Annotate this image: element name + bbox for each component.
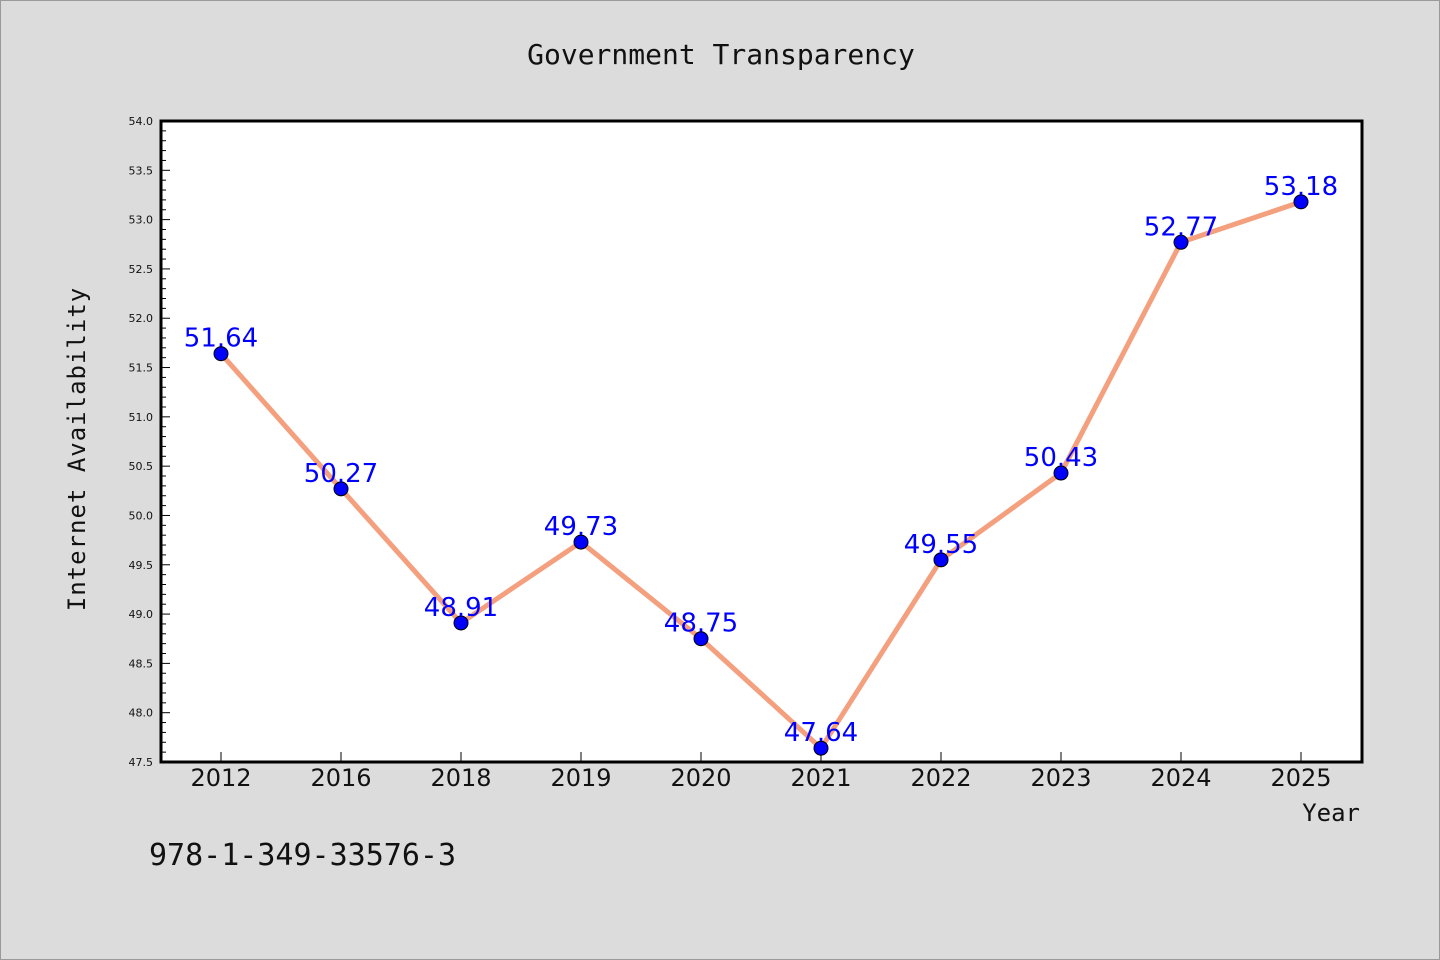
x-tick-label: 2018 — [430, 764, 491, 792]
data-point — [693, 631, 709, 647]
data-point — [813, 740, 829, 756]
chart-title: Government Transparency — [527, 38, 915, 71]
data-point — [1293, 194, 1309, 210]
x-tick-label: 2022 — [910, 764, 971, 792]
data-label: 52.77 — [1144, 212, 1218, 242]
y-tick-label: 51.0 — [129, 411, 154, 424]
data-label: 48.91 — [424, 593, 498, 623]
y-tick-label: 49.5 — [129, 559, 154, 572]
y-tick-label: 49.0 — [129, 608, 154, 621]
x-axis-label: Year — [1302, 799, 1360, 827]
data-label: 48.75 — [664, 609, 738, 639]
y-tick-label: 50.0 — [129, 509, 154, 522]
data-label: 53.18 — [1264, 172, 1338, 202]
data-point — [333, 481, 349, 497]
series-line — [219, 199, 1302, 751]
x-tick-label: 2020 — [670, 764, 731, 792]
y-tick-label: 53.5 — [129, 164, 154, 177]
data-point — [1053, 465, 1069, 481]
y-tick-label: 53.0 — [129, 214, 154, 227]
data-point — [933, 552, 949, 568]
x-tick-label: 2025 — [1270, 764, 1331, 792]
x-tick-label: 2019 — [550, 764, 611, 792]
data-label: 50.27 — [304, 459, 378, 489]
y-tick-label: 48.5 — [129, 657, 154, 670]
y-tick-label: 48.0 — [129, 707, 154, 720]
y-tick-label: 47.5 — [129, 756, 154, 769]
data-point — [213, 346, 229, 362]
y-axis: 47.5 48.0 48.5 49.0 49.5 50.0 50.5 51.0 51.5 52.0… — [129, 115, 170, 769]
x-axis: 2012 2016 2018 2019 2020 2021 2022 2023 2024 2025 — [190, 752, 1332, 792]
data-point — [453, 615, 469, 631]
data-point — [573, 534, 589, 550]
isbn-text: 978-1-349-33576-3 — [149, 838, 456, 873]
y-tick-label: 50.5 — [129, 460, 154, 473]
data-label: 49.73 — [544, 512, 618, 542]
y-tick-label: 52.5 — [129, 263, 154, 276]
y-tick-label: 54.0 — [129, 115, 154, 128]
x-tick-label: 2012 — [190, 764, 251, 792]
data-label: 51.64 — [184, 324, 258, 354]
y-axis-label: Internet Availability — [63, 287, 91, 611]
data-labels: 51.64 50.27 48.91 49.73 48.75 47.64 49.55 50.43… — [184, 172, 1338, 748]
x-tick-label: 2024 — [1150, 764, 1211, 792]
y-tick-label: 52.0 — [129, 312, 154, 325]
x-tick-label: 2023 — [1030, 764, 1091, 792]
data-label: 49.55 — [904, 530, 978, 560]
plot-area — [159, 119, 1364, 764]
data-label: 50.43 — [1024, 443, 1098, 473]
data-markers — [213, 194, 1309, 756]
data-point — [1173, 234, 1189, 250]
x-tick-label: 2021 — [790, 764, 851, 792]
data-label: 47.64 — [784, 718, 858, 748]
y-tick-label: 51.5 — [129, 362, 154, 375]
x-tick-label: 2016 — [310, 764, 371, 792]
